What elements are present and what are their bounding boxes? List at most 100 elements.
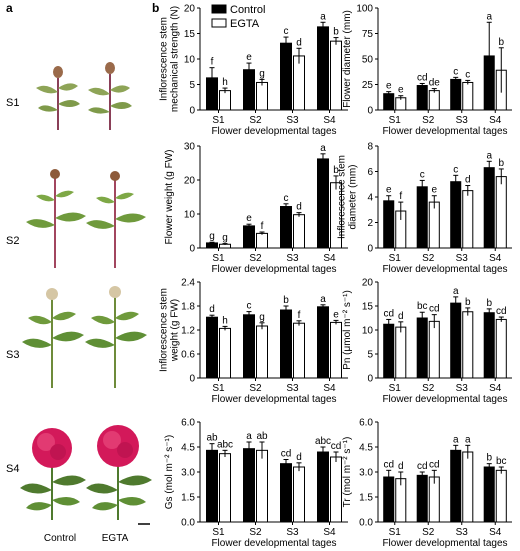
significance-letter: h	[222, 77, 228, 88]
plant-s4-egta	[86, 425, 152, 520]
significance-letter: cd	[417, 72, 428, 83]
significance-letter: abc	[217, 439, 233, 450]
panel-b-label: b	[152, 1, 159, 15]
bar-control	[450, 181, 462, 249]
y-axis-label: weight (g FW)	[170, 299, 181, 362]
x-tick-label: S3	[456, 115, 469, 126]
y-tick-label: 20	[184, 4, 196, 15]
significance-letter: c	[465, 69, 470, 80]
significance-letter: cd	[429, 459, 440, 470]
y-tick-label: 0	[189, 374, 195, 385]
x-tick-label: S4	[489, 383, 502, 394]
y-tick-label: 10	[184, 210, 196, 221]
bar-control	[450, 302, 462, 379]
plant-s3-egta	[85, 286, 147, 388]
significance-letter: c	[453, 66, 458, 77]
bar-egta	[293, 214, 305, 249]
x-tick-label: S1	[389, 115, 402, 126]
bar-control	[450, 78, 462, 111]
row-label-s1: S1	[6, 97, 19, 109]
legend: Control EGTA	[211, 4, 265, 30]
significance-letter: a	[453, 286, 459, 297]
bar-egta	[395, 326, 407, 379]
chart-1: 0 5 10 15 20 Inflorescence stem mechanical str…	[159, 4, 348, 137]
y-tick-label: 1.8	[181, 302, 195, 313]
y-axis-label: Flower weight (g FW)	[164, 149, 175, 244]
significance-letter: a	[486, 150, 492, 161]
bar-control	[243, 448, 255, 523]
y-axis-label: Inflorescence stem	[159, 17, 170, 101]
bar-control	[317, 26, 329, 111]
significance-letter: bc	[417, 301, 428, 312]
bar-egta	[219, 90, 231, 111]
legend-label-control: Control	[230, 4, 265, 16]
bar-control	[416, 85, 428, 111]
row-label-s3: S3	[6, 349, 19, 361]
bar-control	[243, 314, 255, 379]
row-label-s2: S2	[6, 235, 19, 247]
x-tick-label: S1	[212, 527, 225, 538]
x-axis-label: Flower developmental tages	[382, 126, 507, 137]
y-tick-label: 0	[367, 106, 373, 117]
bar-egta	[428, 90, 440, 111]
significance-letter: f	[211, 57, 214, 68]
significance-letter: a	[465, 434, 471, 445]
y-tick-label: 50	[362, 55, 374, 66]
significance-letter: d	[296, 452, 302, 463]
bar-control	[280, 42, 292, 111]
significance-letter: b	[498, 37, 504, 48]
bar-egta	[462, 81, 474, 111]
bar-egta	[428, 201, 440, 249]
y-tick-label: 2.4	[181, 278, 195, 289]
x-tick-label: S3	[456, 383, 469, 394]
bar-control	[206, 242, 218, 249]
x-axis-label: Flower developmental tages	[382, 264, 507, 275]
bar-egta	[293, 55, 305, 111]
y-tick-label: 3.0	[181, 468, 195, 479]
bar-control	[280, 206, 292, 249]
y-axis-label: diameter (mm)	[348, 164, 359, 229]
x-tick-label: S1	[212, 383, 225, 394]
legend-label-egta: EGTA	[230, 18, 260, 30]
y-tick-label: 0	[189, 106, 195, 117]
significance-letter: c	[284, 26, 289, 37]
legend-swatch-egta	[211, 18, 227, 28]
significance-letter: e	[386, 185, 392, 196]
plant-s2-control	[26, 169, 86, 268]
significance-letter: g	[222, 233, 228, 244]
significance-letter: f	[261, 221, 264, 232]
y-tick-label: 3.0	[359, 468, 373, 479]
x-tick-label: S4	[323, 383, 336, 394]
bar-egta	[256, 232, 268, 249]
significance-letter: d	[209, 304, 215, 315]
y-tick-label: 25	[362, 80, 374, 91]
y-tick-label: 75	[362, 29, 374, 40]
bar-egta	[256, 81, 268, 111]
bar-egta	[256, 325, 268, 379]
y-tick-label: 0	[367, 244, 373, 255]
significance-letter: b	[333, 165, 339, 176]
significance-letter: c	[284, 193, 289, 204]
col-label-control: Control	[44, 533, 76, 544]
significance-letter: e	[246, 213, 252, 224]
significance-letter: b	[486, 453, 492, 464]
y-tick-label: 0	[367, 374, 373, 385]
y-tick-label: 20	[362, 278, 374, 289]
bar-egta	[293, 322, 305, 379]
x-tick-label: S3	[286, 253, 299, 264]
significance-letter: g	[209, 231, 215, 242]
y-tick-label: 1.2	[181, 326, 195, 337]
significance-letter: ab	[256, 431, 268, 442]
significance-letter: e	[431, 185, 437, 196]
y-axis-label: mechanical strength (N)	[170, 6, 181, 112]
y-axis-label: Inflorescence stem	[159, 288, 170, 372]
bar-control	[416, 186, 428, 249]
significance-letter: ab	[206, 433, 218, 444]
significance-letter: b	[486, 298, 492, 309]
significance-letter: c	[453, 164, 458, 175]
x-tick-label: S3	[286, 527, 299, 538]
